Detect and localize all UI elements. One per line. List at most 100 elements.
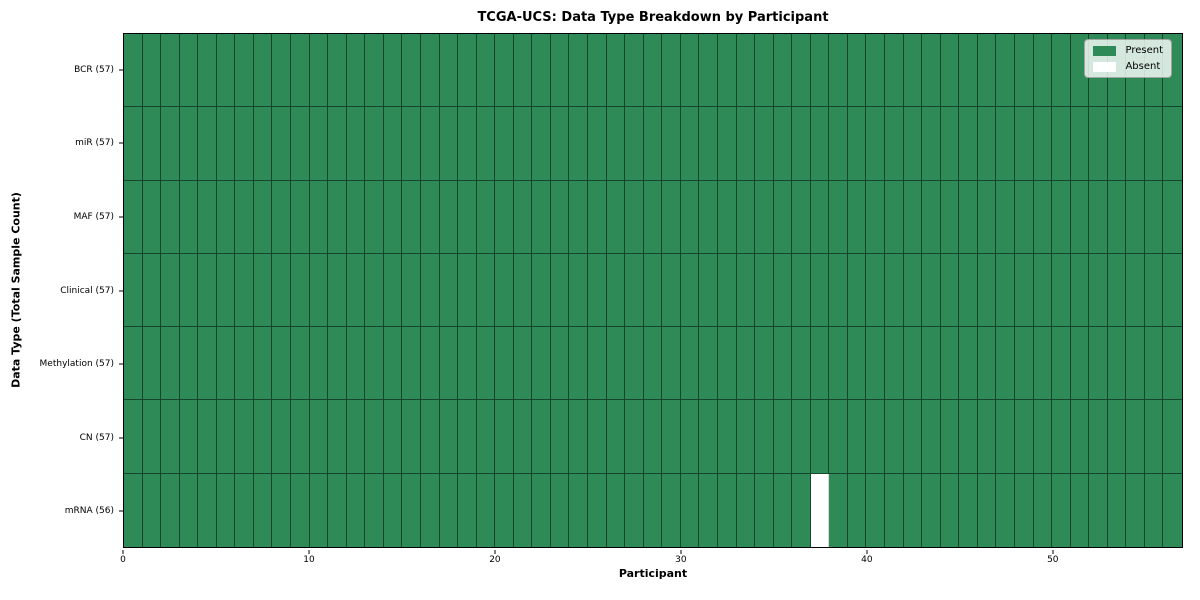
heatmap-cell <box>569 400 589 474</box>
heatmap-cell <box>402 253 421 328</box>
heatmap-cell <box>383 327 403 401</box>
heatmap-cell <box>1033 180 1053 254</box>
heatmap-cell <box>420 327 440 401</box>
heatmap-cell <box>940 253 960 328</box>
heatmap-cell <box>625 400 644 474</box>
heatmap-cell <box>885 180 904 254</box>
x-tick-mark <box>1052 549 1054 554</box>
heatmap-cell <box>643 473 663 547</box>
heatmap-cell <box>1126 327 1145 401</box>
y-tick-label: CN (57) <box>79 432 114 443</box>
heatmap-cell <box>736 400 756 474</box>
heatmap-cell <box>179 107 199 181</box>
heatmap-cell <box>383 473 403 547</box>
heatmap-cell <box>996 400 1015 474</box>
heatmap-cell <box>736 34 756 108</box>
heatmap-cell <box>643 327 663 401</box>
heatmap-cell <box>198 327 217 401</box>
x-tick-mark <box>866 549 868 554</box>
heatmap-cell <box>1052 34 1071 108</box>
heatmap-cell <box>847 107 867 181</box>
y-tick-mark <box>119 142 123 144</box>
heatmap-cell <box>680 327 700 401</box>
heatmap-cell <box>1089 473 1108 547</box>
heatmap-cell <box>235 180 254 254</box>
heatmap-cell <box>829 107 848 181</box>
heatmap-cell <box>940 180 960 254</box>
heatmap-cell <box>179 400 199 474</box>
heatmap-cell <box>625 473 644 547</box>
heatmap-cell <box>885 253 904 328</box>
heatmap-cell <box>439 253 459 328</box>
heatmap-cell <box>458 107 477 181</box>
heatmap-cell <box>569 180 589 254</box>
heatmap-cell <box>1089 107 1108 181</box>
heatmap-cell <box>922 400 941 474</box>
legend-label: Present <box>1125 45 1163 56</box>
x-tick-label: 40 <box>861 555 873 565</box>
heatmap-cell <box>346 180 366 254</box>
heatmap-cell <box>625 327 644 401</box>
heatmap-cell <box>755 180 774 254</box>
heatmap-cell <box>142 327 162 401</box>
heatmap-cell <box>383 34 403 108</box>
x-axis-ticks: 0 10 20 30 40 50 <box>120 548 1183 568</box>
heatmap-cell <box>216 107 236 181</box>
heatmap-cell <box>1107 473 1127 547</box>
heatmap-cell <box>662 107 681 181</box>
heatmap-cell <box>922 473 941 547</box>
heatmap-cell <box>439 107 459 181</box>
heatmap-cell <box>680 253 700 328</box>
y-tick-label: mRNA (56) <box>64 506 114 517</box>
heatmap-cell <box>142 253 162 328</box>
heatmap-cell <box>1070 327 1090 401</box>
x-tick-mark <box>308 549 310 554</box>
heatmap-cell <box>383 180 403 254</box>
heatmap-cell <box>940 327 960 401</box>
heatmap-cell <box>1070 253 1090 328</box>
heatmap-cell <box>903 327 923 401</box>
heatmap-cell <box>161 34 180 108</box>
heatmap-cell <box>1033 327 1053 401</box>
heatmap-cell <box>179 180 199 254</box>
heatmap-cell <box>1033 473 1053 547</box>
heatmap-cell <box>291 34 310 108</box>
heatmap-cell <box>550 34 570 108</box>
heatmap-cell <box>216 473 236 547</box>
heatmap-cell <box>959 253 978 328</box>
heatmap-cell <box>588 473 607 547</box>
x-tick-mark <box>494 549 496 554</box>
heatmap-cell <box>588 180 607 254</box>
heatmap-cell <box>216 400 236 474</box>
legend: Present Absent <box>1084 39 1172 78</box>
heatmap-cell <box>1070 473 1090 547</box>
heatmap-cell <box>328 400 347 474</box>
heatmap-cell <box>755 327 774 401</box>
heatmap-cell <box>476 400 496 474</box>
y-tick-mark <box>119 216 123 218</box>
heatmap-cell <box>291 253 310 328</box>
heatmap-cell <box>161 180 180 254</box>
heatmap-cell <box>940 473 960 547</box>
legend-label: Absent <box>1125 61 1161 72</box>
heatmap-cell <box>1126 473 1145 547</box>
heatmap-cell <box>198 107 217 181</box>
heatmap-cell <box>1163 107 1182 181</box>
heatmap-cell <box>773 34 793 108</box>
heatmap-cell <box>717 327 737 401</box>
heatmap-cell <box>1070 400 1090 474</box>
heatmap-cell <box>346 400 366 474</box>
heatmap-cell <box>291 180 310 254</box>
heatmap-cell <box>124 473 143 547</box>
heatmap-cell <box>755 34 774 108</box>
heatmap-cell <box>328 107 347 181</box>
heatmap-cell <box>309 473 329 547</box>
heatmap-cell <box>365 180 384 254</box>
heatmap-cell <box>532 327 551 401</box>
heatmap-cell <box>866 400 886 474</box>
heatmap-cell <box>755 473 774 547</box>
heatmap-cell <box>977 473 997 547</box>
heatmap-cell <box>1144 107 1164 181</box>
heatmap-cell <box>420 473 440 547</box>
heatmap-cell <box>179 253 199 328</box>
